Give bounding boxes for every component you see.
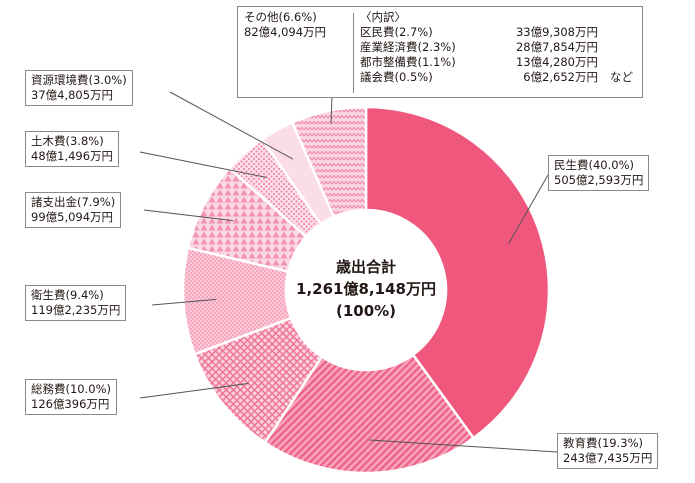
donut-hole (286, 210, 446, 370)
leader-line-0 (508, 174, 549, 244)
label-shoshishutsukin: 諸支出金(7.9%) 99億5,094万円 (25, 192, 122, 228)
center-total: 1,261億8,148万円 (296, 280, 436, 298)
leader-line-3 (151, 298, 217, 306)
leader-line-1 (369, 439, 558, 453)
leader-line-6 (169, 91, 294, 160)
center-title: 歳出合計 (335, 258, 396, 276)
leader-line-7 (330, 95, 333, 124)
breakdown-row: 都市整備費(1.1%) 13億4,280万円 (360, 55, 598, 69)
center-label: 歳出合計 1,261億8,148万円 (100%) (266, 256, 466, 322)
label-doboku: 土木費(3.8%) 48億1,496万円 (25, 131, 120, 167)
breakdown-row: 産業経済費(2.3%) 28億7,854万円 (360, 40, 598, 54)
breakdown-row: 区民費(2.7%) 33億9,308万円 (360, 25, 598, 39)
label-kyoiku: 教育費(19.3%) 243億7,435万円 (557, 433, 659, 469)
breakdown-heading: 〈内訳〉 (360, 10, 406, 24)
leader-line-2 (139, 382, 249, 399)
center-percent: (100%) (335, 302, 397, 320)
other-breakdown: 〈内訳〉 区民費(2.7%) 33億9,308万円 産業経済費(2.3%) 28… (360, 10, 633, 85)
breakdown-divider (353, 13, 354, 93)
leader-line-4 (143, 209, 234, 222)
label-sonota: その他(6.6%) 82億4,094万円 〈内訳〉 区民費(2.7%) 33億9… (237, 6, 643, 98)
label-somu: 総務費(10.0%) 126億396万円 (25, 379, 118, 415)
breakdown-row: 議会費(0.5%) 6億2,652万円 など (360, 70, 633, 84)
label-minsei: 民生費(40.0%) 505億2,593万円 (548, 155, 650, 191)
label-shigenkankyo: 資源環境費(3.0%) 37億4,805万円 (25, 70, 133, 106)
leader-line-5 (139, 151, 267, 178)
label-eisei: 衛生費(9.4%) 119億2,235万円 (25, 285, 127, 321)
